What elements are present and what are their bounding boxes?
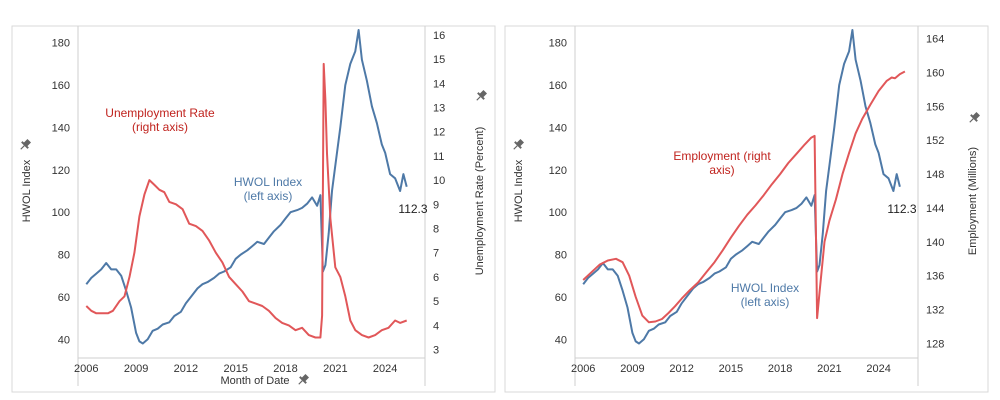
y2-tick-label: 148 <box>926 169 944 181</box>
panel-border <box>11 25 496 393</box>
y-tick-label: 60 <box>555 292 567 304</box>
x-tick-label: 2024 <box>866 363 890 375</box>
panel-border <box>504 25 989 393</box>
x-tick-label: 2021 <box>323 363 347 375</box>
right-axis-ticks: 3 4 5 6 7 8 9 10 11 12 13 14 15 16 <box>433 30 445 357</box>
right-axis-title: Unemployment Rate (Percent) <box>474 127 486 276</box>
x-axis-title: Month of Date <box>220 375 289 387</box>
y2-tick-label: 14 <box>433 78 445 90</box>
pin-icons <box>511 111 982 153</box>
y-tick-label: 100 <box>52 207 70 219</box>
x-tick-label: 2012 <box>669 363 693 375</box>
series-line-unemployment <box>85 62 408 339</box>
series-lines <box>85 29 408 345</box>
y2-tick-label: 160 <box>926 67 944 79</box>
x-tick-label: 2009 <box>124 363 148 375</box>
y-tick-label: 100 <box>549 207 567 219</box>
end-value-label: 112.3 <box>398 202 427 216</box>
left-axis-ticks: 40 60 80 100 120 140 160 180 <box>52 38 70 347</box>
x-tick-label: 2015 <box>719 363 743 375</box>
y-tick-label: 40 <box>555 334 567 346</box>
annotation-hwol: HWOL Index (left axis) <box>731 281 799 309</box>
x-tick-label: 2021 <box>817 363 841 375</box>
series-lines <box>582 29 906 345</box>
y-tick-label: 80 <box>555 250 567 262</box>
y2-tick-label: 5 <box>433 296 439 308</box>
y2-tick-label: 156 <box>926 101 944 113</box>
unemployment-chart-panel: 40 60 80 100 120 140 160 180 3 4 5 6 7 8 9 10 11 12 13 14 1… <box>11 25 496 393</box>
y2-tick-label: 15 <box>433 54 445 66</box>
x-tick-label: 2018 <box>768 363 792 375</box>
pin-icons <box>18 89 489 388</box>
x-axis-ticks: 2006 2009 2012 2015 2018 2021 2024 <box>571 363 891 375</box>
right-axis-title: Employment (Millions) <box>967 147 979 255</box>
y2-tick-label: 136 <box>926 271 944 283</box>
x-tick-label: 2009 <box>620 363 644 375</box>
y2-tick-label: 164 <box>926 33 944 45</box>
y2-tick-label: 3 <box>433 345 439 357</box>
y2-tick-label: 11 <box>433 151 444 163</box>
series-line-hwol <box>582 29 901 345</box>
right-axis-ticks: 128 132 136 140 144 148 152 156 160 164 <box>926 33 944 350</box>
x-tick-label: 2006 <box>571 363 595 375</box>
y-tick-label: 160 <box>52 80 70 92</box>
y-tick-label: 140 <box>52 122 70 134</box>
y2-tick-label: 132 <box>926 305 944 317</box>
y2-tick-label: 4 <box>433 320 439 332</box>
y-tick-label: 140 <box>549 122 567 134</box>
employment-chart-panel: 40 60 80 100 120 140 160 180 128 132 136 140 144 148… <box>504 25 989 393</box>
y2-tick-label: 128 <box>926 339 944 351</box>
y2-tick-label: 9 <box>433 199 439 211</box>
y-tick-label: 180 <box>52 38 70 50</box>
series-line-employment <box>582 70 906 324</box>
x-tick-label: 2006 <box>74 363 98 375</box>
annotation-hwol: HWOL Index (left axis) <box>234 175 302 203</box>
y2-tick-label: 12 <box>433 127 445 139</box>
x-tick-label: 2015 <box>223 363 247 375</box>
x-tick-label: 2012 <box>174 363 198 375</box>
x-tick-label: 2024 <box>373 363 397 375</box>
y-tick-label: 120 <box>52 165 70 177</box>
y2-tick-label: 140 <box>926 237 944 249</box>
y-tick-label: 60 <box>58 292 70 304</box>
y-tick-label: 120 <box>549 165 567 177</box>
x-tick-label: 2018 <box>273 363 297 375</box>
pin-icon[interactable] <box>511 138 526 153</box>
y2-tick-label: 7 <box>433 248 439 260</box>
y-tick-label: 80 <box>58 250 70 262</box>
y2-tick-label: 8 <box>433 224 439 236</box>
y2-tick-label: 6 <box>433 272 439 284</box>
y2-tick-label: 16 <box>433 30 445 42</box>
series-annotations: Employment (right axis) HWOL Index (left ax… <box>673 149 799 309</box>
annotation-employment: Employment (right axis) <box>673 149 771 177</box>
series-line-hwol <box>85 29 408 345</box>
y-tick-label: 180 <box>549 38 567 50</box>
y2-tick-label: 152 <box>926 135 944 147</box>
pin-icon[interactable] <box>474 89 489 104</box>
y2-tick-label: 144 <box>926 203 944 215</box>
left-axis-title: HWOL Index <box>21 159 33 222</box>
pin-icon[interactable] <box>296 373 311 388</box>
left-axis-title: HWOL Index <box>513 159 525 222</box>
y2-tick-label: 10 <box>433 175 445 187</box>
y-tick-label: 160 <box>549 80 567 92</box>
pin-icon[interactable] <box>18 138 33 153</box>
y-tick-label: 40 <box>58 334 70 346</box>
x-axis-ticks: 2006 2009 2012 2015 2018 2021 2024 <box>74 363 397 375</box>
pin-icon[interactable] <box>967 111 982 126</box>
series-annotations: Unemployment Rate (right axis) HWOL Index(… <box>105 106 302 203</box>
y2-tick-label: 13 <box>433 102 445 114</box>
end-value-label: 112.3 <box>887 202 916 216</box>
left-axis-ticks: 40 60 80 100 120 140 160 180 <box>549 38 567 347</box>
annotation-unemployment: Unemployment Rate (right axis) <box>105 106 215 134</box>
